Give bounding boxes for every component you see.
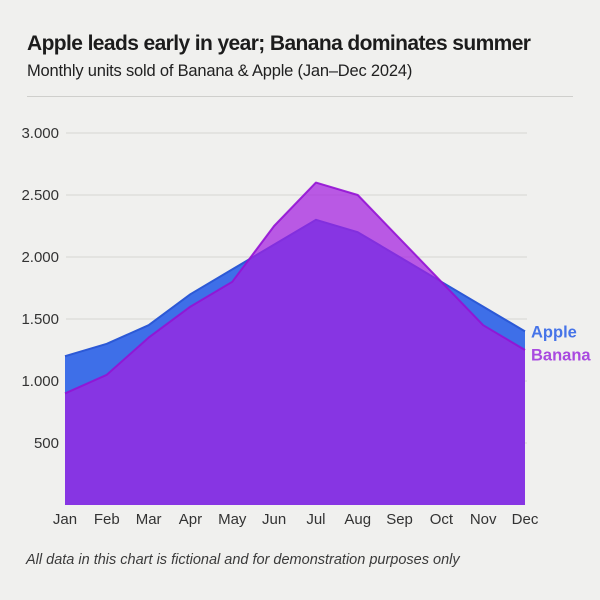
x-axis-month-label: Jul — [306, 511, 325, 528]
series-area-banana — [65, 182, 525, 505]
chart-title: Apple leads early in year; Banana domina… — [27, 32, 531, 55]
series-line-banana — [64, 181, 526, 395]
y-axis-tick-label: 3.000 — [21, 125, 59, 142]
chart-subtitle: Monthly units sold of Banana & Apple (Ja… — [27, 62, 413, 80]
header-divider — [27, 96, 573, 97]
x-axis-month-label: Mar — [136, 511, 162, 528]
x-axis-month-label: Dec — [512, 511, 539, 528]
y-axis-tick-label: 2.000 — [21, 249, 59, 266]
y-axis-tick-label: 2.500 — [21, 187, 59, 204]
x-axis-month-label: Apr — [179, 511, 202, 528]
chart-footnote: All data in this chart is fictional and … — [26, 552, 460, 568]
x-axis-month-label: May — [218, 511, 247, 528]
x-axis-month-label: Jan — [53, 511, 77, 528]
x-axis-month-label: Jun — [262, 511, 286, 528]
x-axis-month-label: Feb — [94, 511, 120, 528]
legend-label-banana: Banana — [531, 346, 591, 364]
legend-label-apple: Apple — [531, 323, 577, 341]
y-axis-tick-label: 500 — [34, 435, 59, 452]
x-axis-month-label: Nov — [470, 511, 497, 528]
y-axis-tick-label: 1.000 — [21, 373, 59, 390]
x-axis-month-label: Sep — [386, 511, 413, 528]
x-axis-month-label: Aug — [344, 511, 371, 528]
y-axis-tick-label: 1.500 — [21, 311, 59, 328]
x-axis-month-label: Oct — [430, 511, 454, 528]
